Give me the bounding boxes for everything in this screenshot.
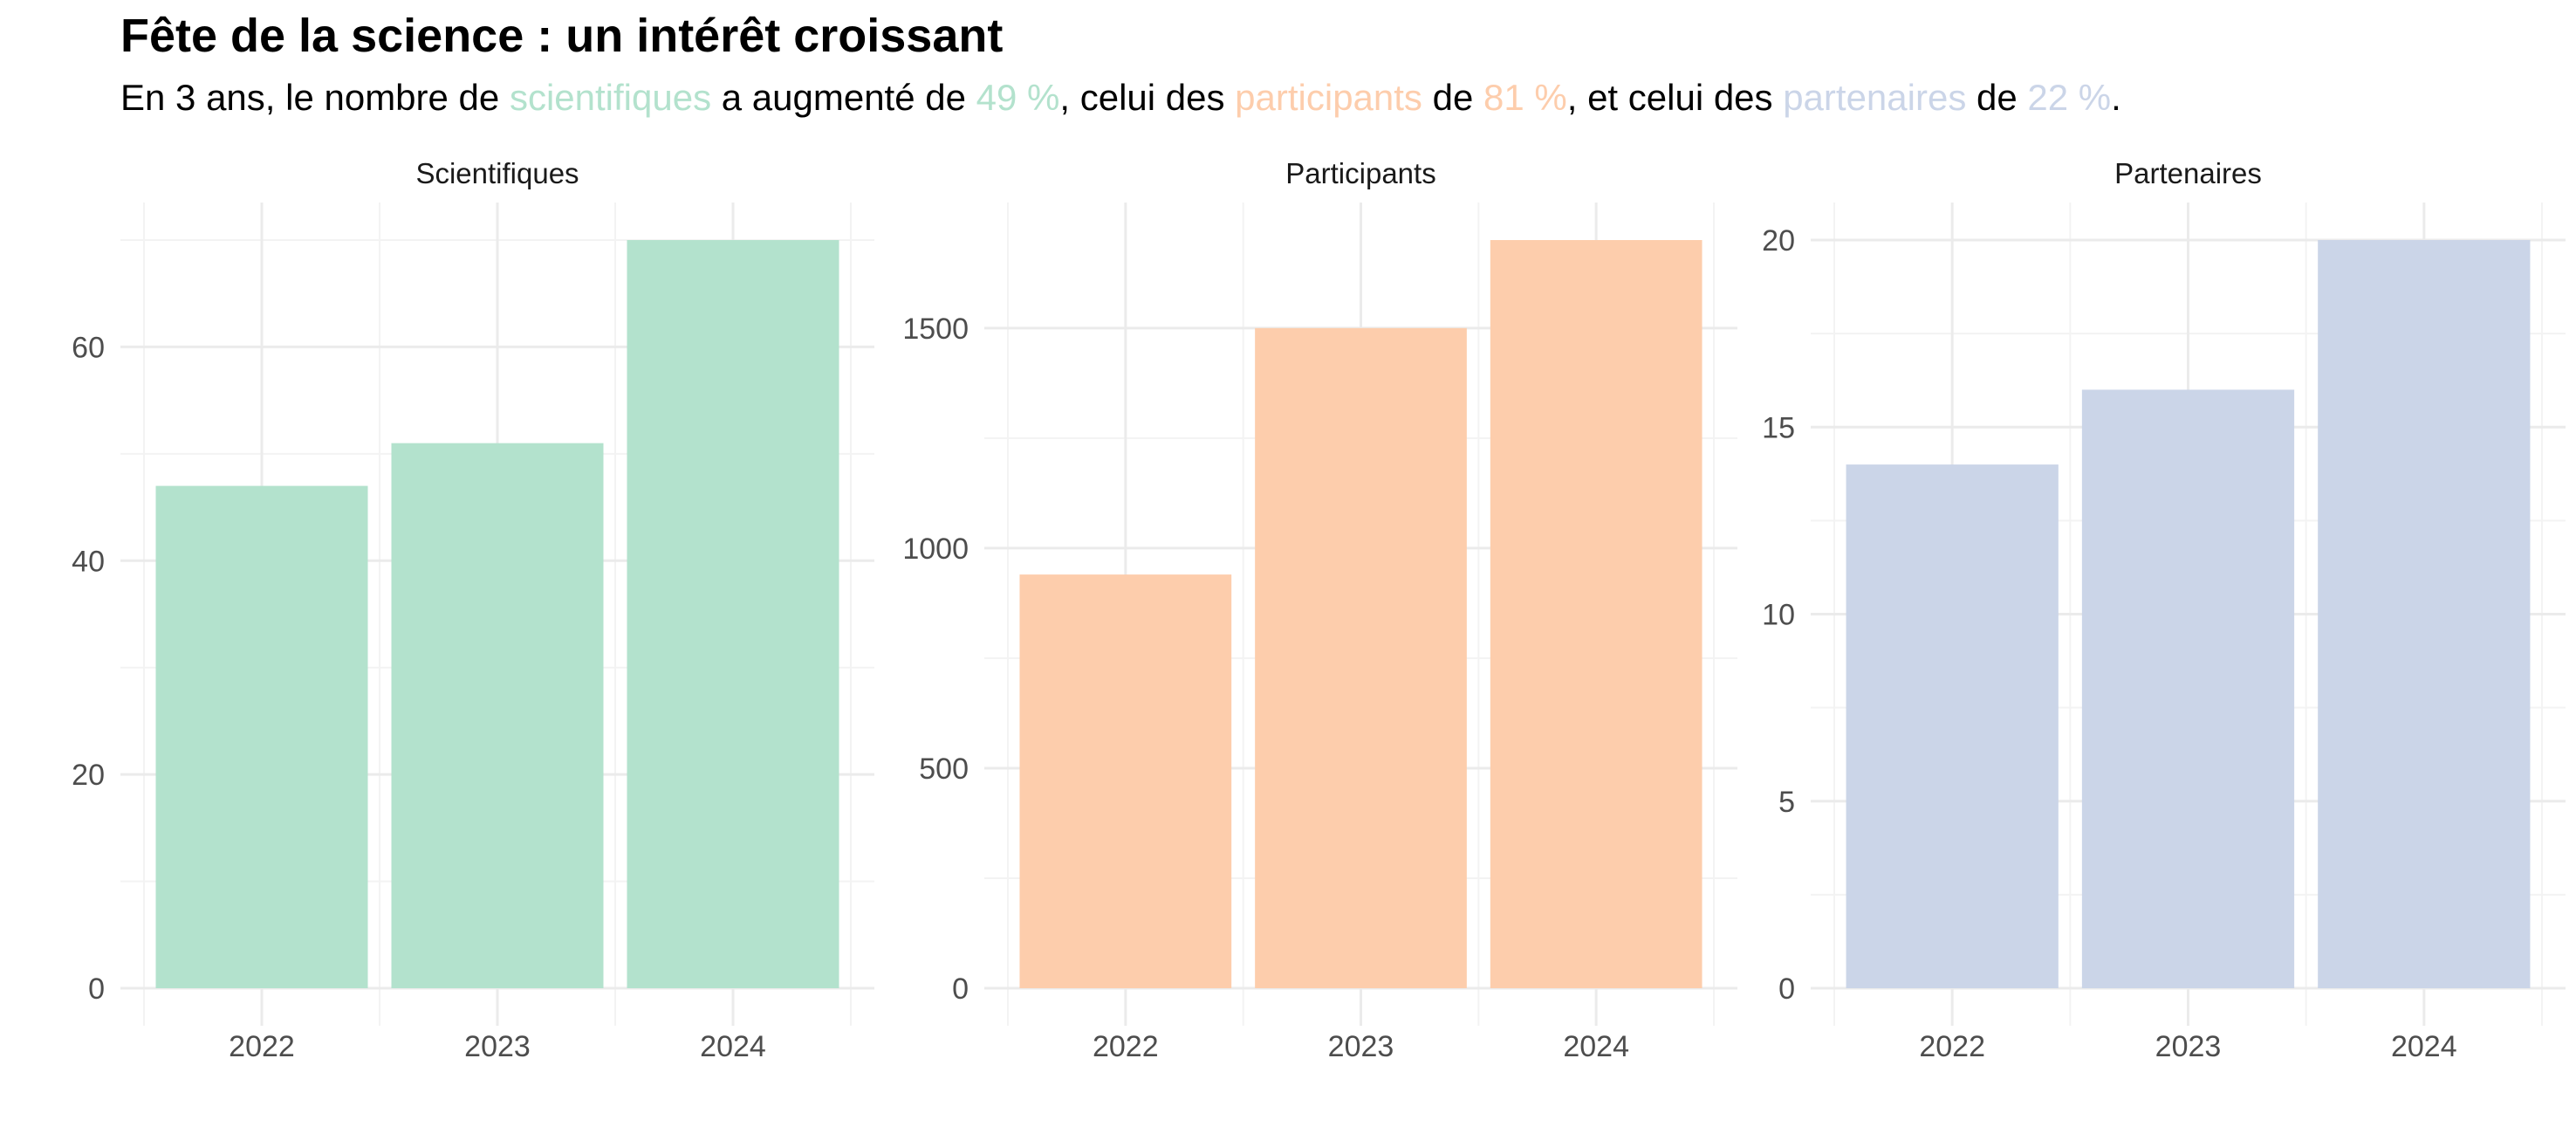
x-tick-label: 2024 (1563, 1030, 1629, 1063)
y-tick-label: 40 (72, 545, 105, 578)
y-tick-label: 5 (1778, 786, 1795, 819)
subtitle-text: a augmenté de (711, 77, 976, 118)
bar-2024 (1490, 240, 1702, 988)
x-tick-label: 2022 (229, 1030, 295, 1063)
y-tick-label: 20 (1762, 224, 1795, 258)
chart-subtitle: En 3 ans, le nombre de scientifiques a a… (120, 77, 2121, 119)
subtitle-text: de (1422, 77, 1483, 118)
subtitle-text: , et celui des (1566, 77, 1784, 118)
y-tick-label: 20 (72, 759, 105, 792)
subtitle-text: de (1966, 77, 2028, 118)
facet-strip-title: Scientifiques (415, 157, 579, 189)
x-tick-label: 2023 (1328, 1030, 1394, 1063)
bar-2024 (627, 240, 839, 988)
subtitle-value-scientifiques: 49 % (976, 77, 1060, 118)
y-tick-label: 1000 (902, 533, 969, 566)
bar-2023 (2081, 389, 2295, 988)
y-tick-label: 60 (72, 331, 105, 364)
y-tick-label: 1500 (902, 313, 969, 346)
bar-2022 (1019, 574, 1232, 988)
bar-2022 (155, 485, 368, 988)
subtitle-text: . (2111, 77, 2121, 118)
x-tick-label: 2023 (2155, 1030, 2222, 1063)
subtitle-keyword-participants: participants (1235, 77, 1422, 118)
subtitle-value-participants: 81 % (1483, 77, 1567, 118)
y-tick-label: 0 (88, 972, 105, 1006)
x-tick-label: 2024 (700, 1030, 766, 1063)
y-tick-label: 500 (919, 753, 969, 786)
facet-panel-scientifiques: 0 20 40 60 2022 2023 2024 Scientifiques (72, 157, 874, 1063)
y-tick-label: 15 (1762, 411, 1795, 444)
subtitle-text: , celui des (1059, 77, 1236, 118)
subtitle-keyword-partenaires: partenaires (1783, 77, 1967, 118)
facet-strip-title: Participants (1285, 157, 1435, 189)
x-tick-label: 2023 (464, 1030, 531, 1063)
y-tick-label: 10 (1762, 599, 1795, 632)
facet-panel-partenaires: 0 5 10 15 20 2022 2023 2024 Partenaires (1762, 157, 2566, 1063)
subtitle-keyword-scientifiques: scientifiques (509, 77, 712, 118)
bar-2022 (1846, 464, 2059, 988)
subtitle-text: En 3 ans, le nombre de (120, 77, 510, 118)
x-tick-label: 2022 (1093, 1030, 1159, 1063)
x-tick-label: 2022 (1919, 1030, 1985, 1063)
subtitle-value-partenaires: 22 % (2027, 77, 2112, 118)
y-tick-label: 0 (1778, 972, 1795, 1006)
y-tick-label: 0 (952, 972, 969, 1006)
facet-panel-participants: 0 500 1000 1500 2022 2023 2024 Participants (902, 157, 1737, 1063)
bar-2023 (1255, 327, 1467, 989)
chart-title: Fête de la science : un intérêt croissan… (120, 10, 1004, 62)
bar-2024 (2318, 240, 2531, 988)
facet-strip-title: Partenaires (2114, 157, 2262, 189)
x-tick-label: 2024 (2391, 1030, 2457, 1063)
bar-2023 (391, 443, 604, 989)
